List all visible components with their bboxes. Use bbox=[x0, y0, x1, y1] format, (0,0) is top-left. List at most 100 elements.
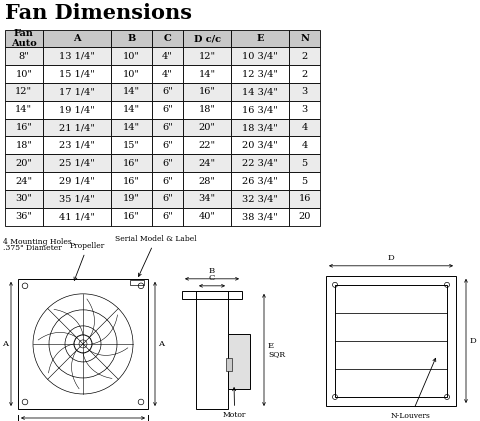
Text: 15": 15" bbox=[123, 141, 140, 150]
Text: 10": 10" bbox=[123, 69, 140, 79]
Text: 3: 3 bbox=[301, 105, 307, 114]
Bar bbox=[5, 190, 43, 208]
Text: 20: 20 bbox=[298, 212, 310, 221]
Bar bbox=[111, 30, 152, 47]
Bar bbox=[152, 101, 183, 119]
Bar bbox=[152, 65, 183, 83]
Text: 18 3/4": 18 3/4" bbox=[241, 123, 277, 132]
Bar bbox=[152, 155, 183, 172]
Text: Serial Model & Label: Serial Model & Label bbox=[115, 235, 196, 277]
Text: 26 3/4": 26 3/4" bbox=[241, 177, 277, 186]
Text: 19": 19" bbox=[123, 195, 140, 203]
Bar bbox=[230, 119, 288, 136]
Text: 14": 14" bbox=[15, 105, 32, 114]
Text: 16": 16" bbox=[123, 212, 140, 221]
Text: 6": 6" bbox=[162, 105, 173, 114]
Text: D: D bbox=[387, 254, 394, 262]
Text: 5: 5 bbox=[301, 177, 307, 186]
Bar bbox=[183, 190, 230, 208]
Bar bbox=[5, 155, 43, 172]
Text: 6": 6" bbox=[162, 177, 173, 186]
Text: 24": 24" bbox=[198, 159, 215, 168]
Bar bbox=[152, 30, 183, 47]
Text: B: B bbox=[208, 267, 215, 275]
Text: 12 3/4": 12 3/4" bbox=[241, 69, 277, 79]
Text: 14": 14" bbox=[123, 88, 140, 96]
Bar bbox=[183, 101, 230, 119]
Text: 29 1/4": 29 1/4" bbox=[59, 177, 95, 186]
Text: 34": 34" bbox=[198, 195, 215, 203]
Bar bbox=[111, 65, 152, 83]
Bar bbox=[288, 208, 319, 226]
Text: Fan
Auto: Fan Auto bbox=[11, 29, 36, 48]
Bar bbox=[5, 208, 43, 226]
Bar bbox=[288, 47, 319, 65]
Bar bbox=[5, 101, 43, 119]
Text: 18": 18" bbox=[198, 105, 215, 114]
Text: 17 1/4": 17 1/4" bbox=[59, 88, 95, 96]
Bar bbox=[152, 47, 183, 65]
Bar bbox=[230, 83, 288, 101]
Bar bbox=[288, 172, 319, 190]
Text: 18": 18" bbox=[15, 141, 32, 150]
Bar bbox=[43, 119, 111, 136]
Text: 25 1/4": 25 1/4" bbox=[59, 159, 95, 168]
Text: 21 1/4": 21 1/4" bbox=[59, 123, 95, 132]
Text: 6": 6" bbox=[162, 195, 173, 203]
Bar bbox=[43, 136, 111, 155]
Text: E: E bbox=[267, 342, 274, 350]
Bar bbox=[43, 190, 111, 208]
Text: SQR: SQR bbox=[267, 350, 285, 358]
Text: 6": 6" bbox=[162, 141, 173, 150]
Text: B: B bbox=[127, 34, 135, 43]
Bar bbox=[288, 155, 319, 172]
Text: A: A bbox=[2, 340, 8, 348]
Bar bbox=[230, 190, 288, 208]
Bar bbox=[181, 291, 241, 299]
Text: 40": 40" bbox=[198, 212, 215, 221]
Text: 6": 6" bbox=[162, 159, 173, 168]
Bar bbox=[183, 30, 230, 47]
Text: 6": 6" bbox=[162, 123, 173, 132]
Text: 12": 12" bbox=[15, 88, 32, 96]
Bar bbox=[152, 136, 183, 155]
Bar bbox=[228, 334, 250, 389]
Text: 38 3/4": 38 3/4" bbox=[241, 212, 277, 221]
Bar bbox=[288, 190, 319, 208]
Text: 13 1/4": 13 1/4" bbox=[59, 52, 95, 61]
Text: 4": 4" bbox=[162, 69, 173, 79]
Text: C: C bbox=[163, 34, 171, 43]
Text: 35 1/4": 35 1/4" bbox=[59, 195, 95, 203]
Circle shape bbox=[74, 335, 92, 353]
Bar bbox=[230, 47, 288, 65]
Bar bbox=[288, 101, 319, 119]
Bar bbox=[183, 208, 230, 226]
Text: 16": 16" bbox=[123, 177, 140, 186]
Bar bbox=[183, 47, 230, 65]
Bar bbox=[5, 83, 43, 101]
Text: 24": 24" bbox=[15, 177, 32, 186]
Text: 3: 3 bbox=[301, 88, 307, 96]
Text: 28": 28" bbox=[198, 177, 215, 186]
Bar bbox=[183, 172, 230, 190]
Bar bbox=[5, 136, 43, 155]
Bar bbox=[5, 30, 43, 47]
Bar bbox=[111, 119, 152, 136]
Text: D: D bbox=[469, 337, 476, 345]
Bar bbox=[111, 190, 152, 208]
Bar bbox=[5, 65, 43, 83]
Text: N: N bbox=[300, 34, 308, 43]
Text: 2: 2 bbox=[301, 52, 307, 61]
Bar bbox=[183, 83, 230, 101]
Text: 4: 4 bbox=[301, 123, 307, 132]
Text: C: C bbox=[208, 274, 215, 282]
Text: A: A bbox=[80, 420, 86, 421]
Bar bbox=[43, 83, 111, 101]
Text: 4": 4" bbox=[162, 52, 173, 61]
Bar bbox=[18, 279, 148, 409]
Bar bbox=[152, 119, 183, 136]
Text: 16: 16 bbox=[298, 195, 310, 203]
Text: 16": 16" bbox=[198, 88, 215, 96]
Bar bbox=[111, 47, 152, 65]
Bar bbox=[43, 101, 111, 119]
